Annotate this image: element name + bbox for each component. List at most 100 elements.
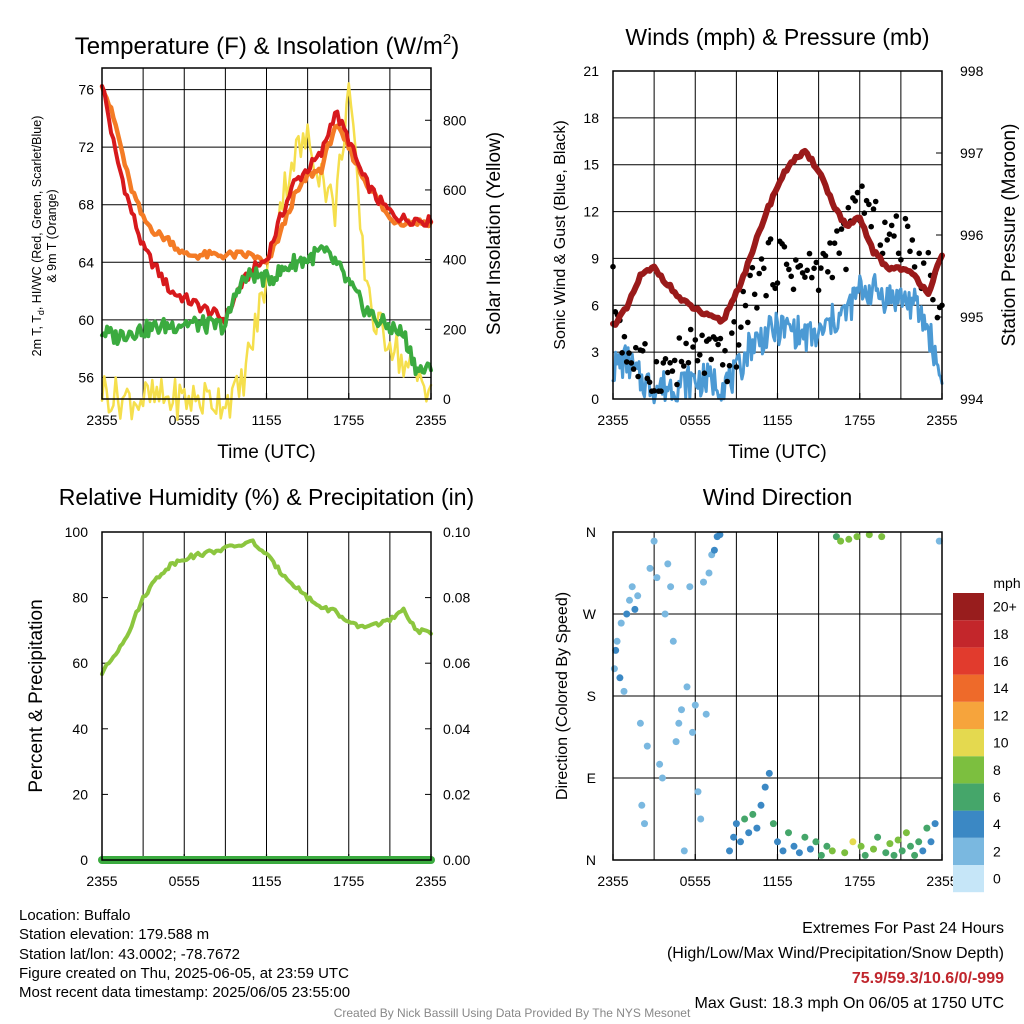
gust-point <box>697 352 703 358</box>
x-tick-label: 1755 <box>333 412 364 428</box>
gust-point <box>861 210 868 216</box>
gust-point <box>742 302 749 309</box>
gust-point <box>690 344 696 350</box>
wind-direction-point <box>857 842 865 850</box>
two-meter-temperature-line <box>100 84 433 327</box>
location-text: Location: Buffalo <box>19 907 131 924</box>
y-tick-label: 72 <box>78 139 94 155</box>
gust-point <box>868 223 874 230</box>
gust-point <box>756 270 762 277</box>
y-tick-label: 18 <box>583 110 599 126</box>
gust-point <box>740 288 746 295</box>
gust-point <box>733 364 740 370</box>
gust-point <box>662 356 669 362</box>
chart-title: Wind Direction <box>703 484 853 510</box>
recent-timestamp-text: Most recent data timestamp: 2025/06/05 2… <box>19 984 351 1002</box>
y-tick-label: 60 <box>78 312 94 328</box>
gust-point <box>854 189 861 196</box>
x-tick-label: 1155 <box>251 412 281 428</box>
wind-direction-point <box>861 851 869 859</box>
gust-point <box>774 280 781 286</box>
wind-direction-point <box>931 820 939 828</box>
x-axis-label: Time (UTC) <box>217 442 316 463</box>
gust-point <box>701 370 708 377</box>
colorbar-title: mph <box>993 575 1020 591</box>
wind-direction-point <box>795 849 803 857</box>
dewpoint-line <box>100 244 433 377</box>
temperature-title: Temperature (F) & Insolation (W/m2) <box>75 31 459 60</box>
wind-direction-point <box>672 738 680 746</box>
colorbar-label: 12 <box>993 707 1009 723</box>
wind-direction-point <box>911 851 919 859</box>
wind-direction-point <box>612 646 620 654</box>
gust-point <box>788 273 794 280</box>
colorbar-label: 16 <box>993 653 1009 669</box>
gust-point <box>715 341 721 348</box>
wind-direction-point <box>757 801 765 809</box>
gust-point <box>630 366 637 372</box>
x-axis-label: Time (UTC) <box>728 442 827 463</box>
y-tick-label: 100 <box>65 524 89 540</box>
wind-direction-point <box>849 838 857 846</box>
y-right-tick-label: 800 <box>443 112 467 128</box>
gust-point <box>781 244 788 250</box>
wind-direction-point <box>669 637 677 645</box>
gust-point <box>767 236 774 242</box>
wind-direction-point <box>638 801 646 809</box>
wind-direction-point <box>737 838 744 846</box>
y-right-axis-label: Solar Insolation (Yellow) <box>484 132 505 335</box>
wind-direction-point <box>686 583 694 591</box>
colorbar-label: 18 <box>993 626 1009 642</box>
wind-direction-point <box>705 569 713 577</box>
wind-direction-point <box>650 537 658 545</box>
gust-point <box>793 257 799 263</box>
wind-direction-point <box>745 829 753 837</box>
gust-point <box>724 378 730 385</box>
y-tick-label: E <box>587 770 596 786</box>
colorbar-label: 14 <box>993 680 1009 696</box>
y-right-tick-label: 0.06 <box>443 655 470 671</box>
gust-point <box>635 373 641 380</box>
wind-direction-point <box>785 829 792 837</box>
wind-direction-point <box>769 820 777 828</box>
gust-point <box>809 274 815 281</box>
y-tick-label: 40 <box>72 721 88 737</box>
gust-point <box>751 291 758 298</box>
gust-point <box>872 198 879 205</box>
gust-point <box>633 344 639 351</box>
y-tick-label: 6 <box>591 297 599 313</box>
y-tick-label: 9 <box>591 250 599 266</box>
x-tick-label: 2355 <box>597 873 628 889</box>
wind-direction-point <box>710 546 718 554</box>
gust-point <box>925 249 932 256</box>
wind-direction-point <box>683 683 691 691</box>
colorbar-swatch <box>953 783 984 811</box>
svg-text:2m T, Td, HI/WC (Red, Green, S: 2m T, Td, HI/WC (Red, Green, Scarlet/Blu… <box>30 116 46 357</box>
credit-text: Created By Nick Bassill Using Data Provi… <box>333 1006 691 1020</box>
wind-direction-point <box>832 533 840 541</box>
wind-direction-point <box>610 665 618 673</box>
gust-point <box>708 356 714 363</box>
chart-title: Winds (mph) & Pressure (mb) <box>625 24 929 50</box>
gust-point <box>836 250 842 256</box>
colorbar-swatch <box>953 674 984 702</box>
y-right-tick-label: 996 <box>960 227 984 243</box>
gust-point <box>692 337 699 343</box>
x-tick-label: 0555 <box>169 412 200 428</box>
gust-point <box>687 326 694 333</box>
y-tick-label: 3 <box>591 344 599 360</box>
gust-point <box>898 257 904 263</box>
gust-point <box>786 266 792 273</box>
plot-border <box>101 67 432 400</box>
gust-point <box>660 360 667 366</box>
y-axis-label: Percent & Precipitation <box>26 599 47 792</box>
x-tick-label: 1155 <box>251 873 281 889</box>
extremes-block: Extremes For Past 24 Hours (High/Low/Max… <box>667 916 1004 1016</box>
gust-point <box>859 183 865 189</box>
y-right-tick-label: 0 <box>443 391 451 407</box>
elevation-text: Station elevation: 179.588 m <box>19 926 210 944</box>
gust-point <box>731 319 737 325</box>
y-right-tick-label: 600 <box>443 182 467 198</box>
